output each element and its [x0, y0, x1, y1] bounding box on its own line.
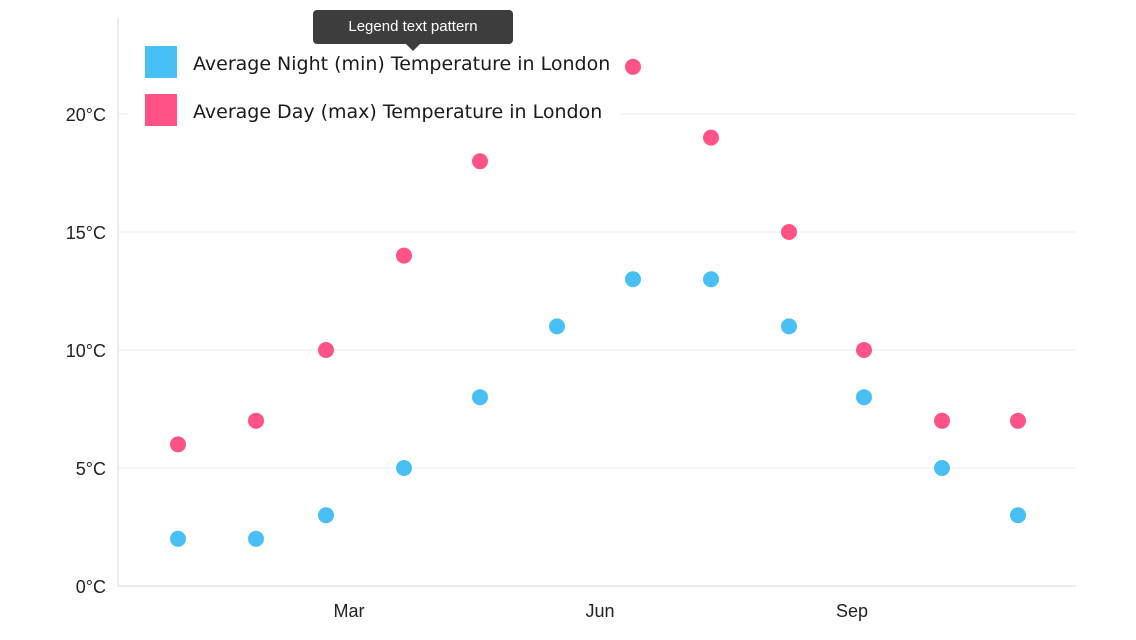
- legend[interactable]: Average Night (min) Temperature in Londo…: [128, 36, 620, 136]
- legend-tooltip: Legend text pattern: [313, 10, 513, 44]
- grid-lines: [118, 113, 1076, 469]
- y-tick-label: 0°C: [76, 577, 106, 597]
- x-tick-label: Mar: [334, 601, 365, 621]
- night-temp-point[interactable]: [472, 389, 488, 406]
- night-temp-point[interactable]: [856, 389, 872, 406]
- day-temp-point[interactable]: [1010, 412, 1026, 429]
- tooltip-arrow: [406, 44, 420, 51]
- day-temp-point[interactable]: [781, 224, 797, 240]
- axes: [117, 18, 1076, 587]
- night-temp-point[interactable]: [170, 530, 186, 547]
- night-temp-point[interactable]: [549, 318, 565, 335]
- night-temp-point[interactable]: [625, 271, 641, 288]
- x-tick-label: Sep: [836, 601, 868, 621]
- day-temp-point[interactable]: [318, 342, 334, 358]
- night-temp-point[interactable]: [703, 271, 719, 288]
- day-temp-point[interactable]: [856, 342, 872, 358]
- day-temp-point[interactable]: [472, 153, 488, 170]
- night-temp-point[interactable]: [248, 530, 264, 547]
- x-tick-label: Jun: [585, 601, 614, 621]
- legend-swatch-day[interactable]: [145, 94, 177, 126]
- y-tick-label: 10°C: [66, 341, 106, 361]
- day-temp-point[interactable]: [625, 58, 641, 75]
- night-temp-point[interactable]: [318, 507, 334, 524]
- day-temp-point[interactable]: [170, 436, 186, 453]
- night-temp-point[interactable]: [781, 318, 797, 335]
- x-axis-ticks: Mar Jun Sep: [334, 601, 869, 621]
- legend-label-day[interactable]: Average Day (max) Temperature in London: [193, 101, 602, 123]
- y-tick-label: 5°C: [76, 459, 106, 479]
- legend-label-night[interactable]: Average Night (min) Temperature in Londo…: [193, 53, 610, 75]
- y-tick-label: 20°C: [66, 105, 106, 125]
- data-points: [170, 58, 1026, 547]
- y-axis-ticks: 0°C 5°C 10°C 15°C 20°C: [66, 105, 106, 597]
- day-temp-point[interactable]: [396, 247, 412, 264]
- night-temp-point[interactable]: [1010, 507, 1026, 524]
- y-tick-label: 15°C: [66, 223, 106, 243]
- day-temp-point[interactable]: [248, 412, 264, 429]
- legend-swatch-night[interactable]: [145, 46, 177, 78]
- day-temp-point[interactable]: [703, 129, 719, 146]
- day-temp-point[interactable]: [934, 412, 950, 429]
- night-temp-point[interactable]: [396, 460, 412, 476]
- legend-background: [128, 36, 620, 136]
- night-temp-point[interactable]: [934, 460, 950, 476]
